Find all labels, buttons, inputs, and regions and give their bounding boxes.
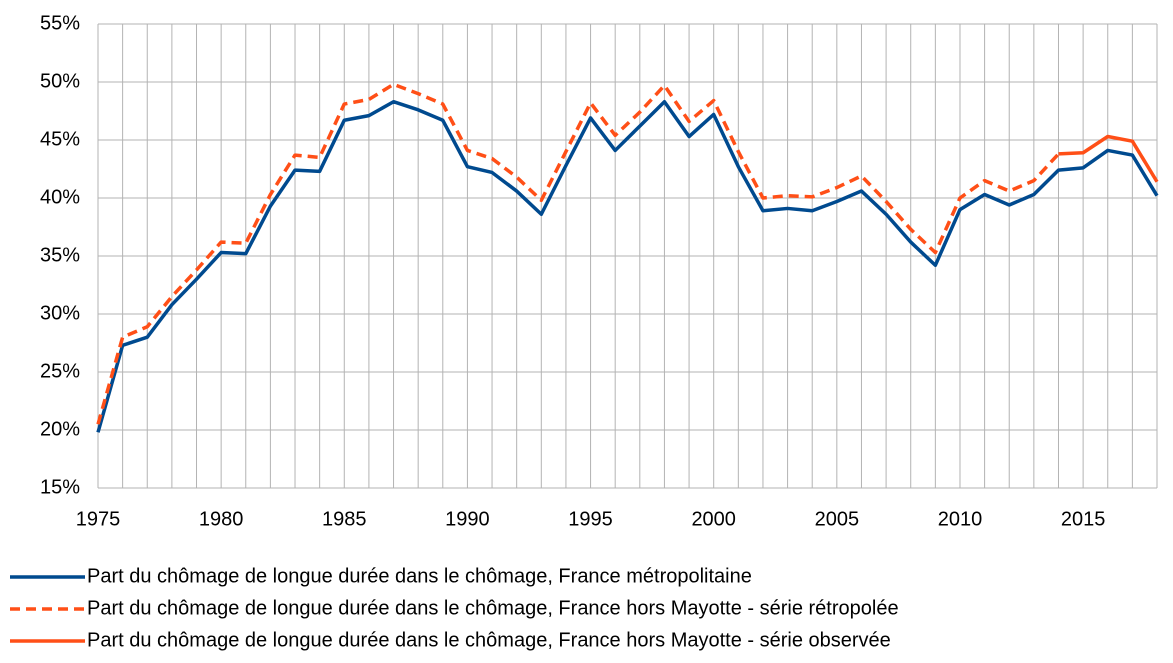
legend-label: Part du chômage de longue durée dans le … [87,597,899,619]
y-tick-label: 30% [40,302,80,324]
y-tick-label: 45% [40,128,80,150]
y-tick-label: 25% [40,360,80,382]
x-tick-label: 1980 [199,508,244,530]
x-tick-label: 2010 [938,508,983,530]
series-line [1058,134,1159,183]
y-tick-label: 40% [40,186,80,208]
series-line [96,99,1159,433]
y-tick-label: 15% [40,476,80,498]
y-tick-label: 55% [40,12,80,34]
x-tick-label: 1975 [76,508,121,530]
x-tick-label: 2000 [691,508,736,530]
x-tick-label: 2015 [1061,508,1106,530]
y-tick-label: 50% [40,70,80,92]
x-tick-label: 1990 [445,508,490,530]
x-tick-label: 2005 [815,508,860,530]
series-line [96,82,1060,425]
x-tick-label: 1985 [322,508,367,530]
legend-label: Part du chômage de longue durée dans le … [87,629,891,651]
y-tick-label: 35% [40,244,80,266]
x-tick-label: 1995 [568,508,613,530]
legend-label: Part du chômage de longue durée dans le … [87,565,752,587]
y-tick-label: 20% [40,418,80,440]
